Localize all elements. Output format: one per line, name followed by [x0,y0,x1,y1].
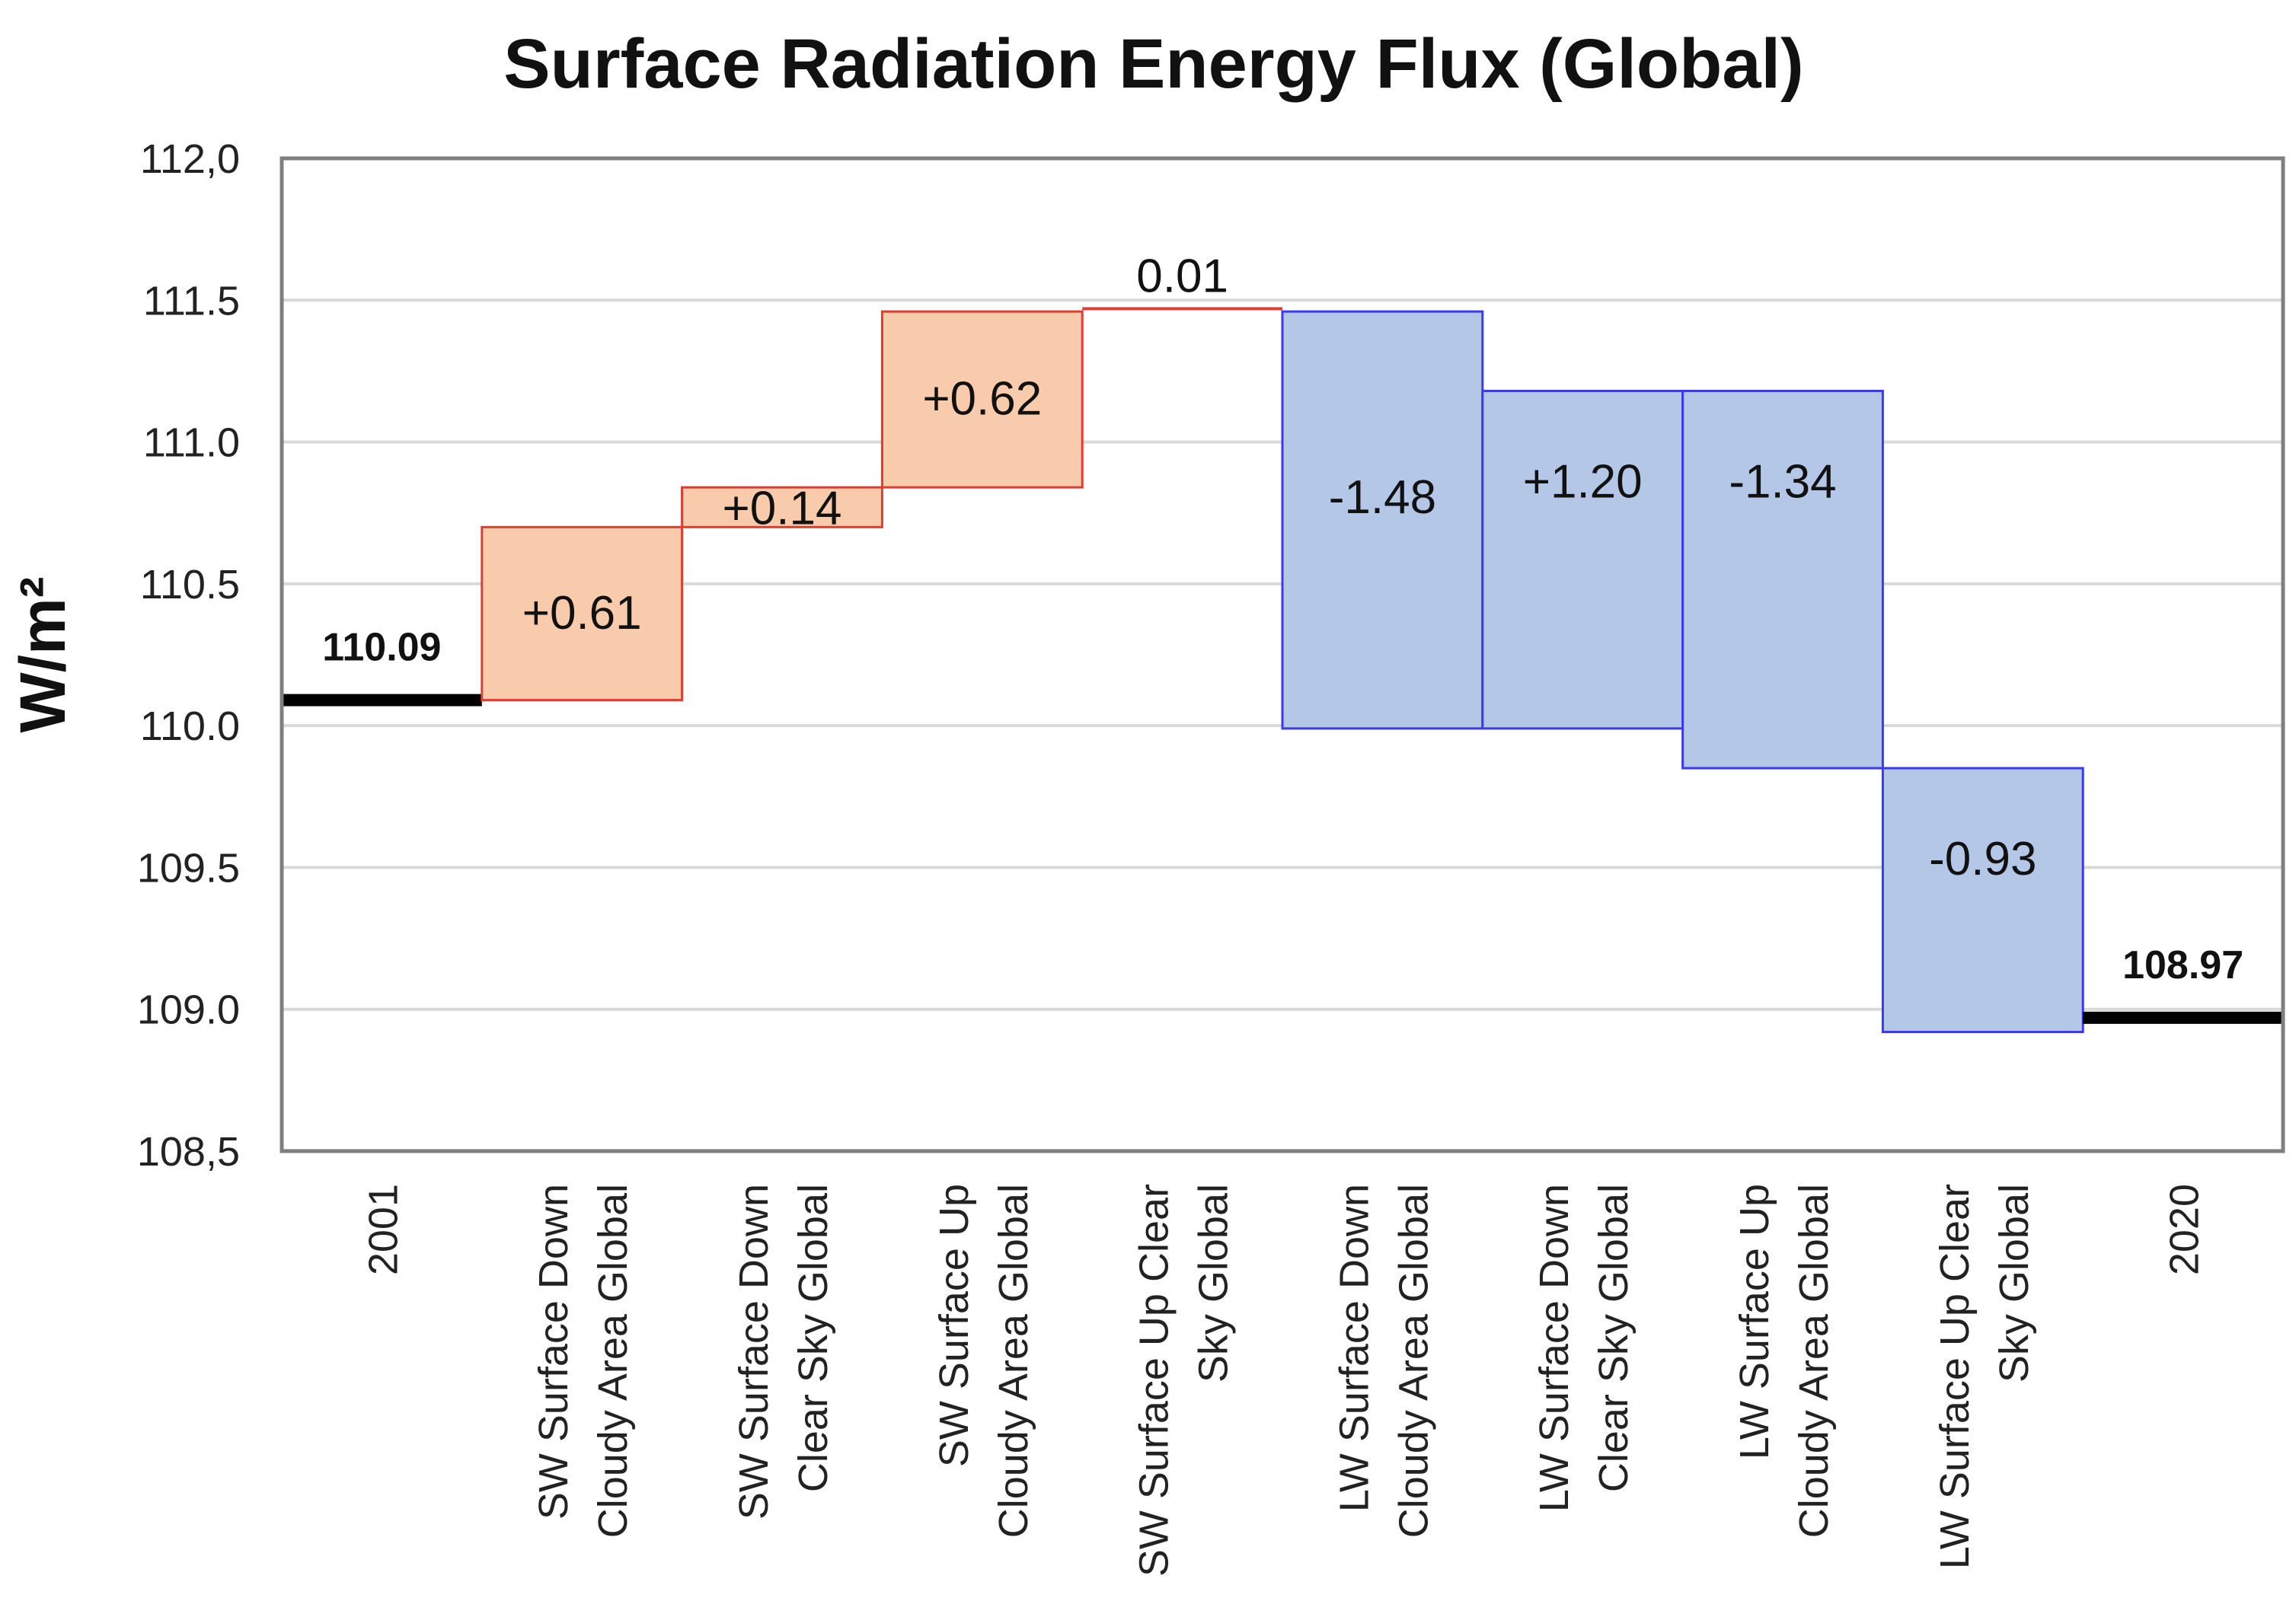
bar-value-label: 0.01 [1136,250,1228,302]
x-tick-label-line: LW Surface Up [1732,1184,1777,1459]
x-tick-label: 2020 [2162,1184,2208,1275]
y-tick-label: 108,5 [137,1129,240,1175]
x-axis-ticks: 2001 SW Surface Down Cloudy Area Global SW … [360,1184,2207,1577]
y-tick-label: 109.5 [137,845,240,891]
waterfall-bar [880,310,1084,489]
bar-value-label: +1.20 [1523,456,1643,509]
waterfall-bar [481,525,684,702]
x-tick-label-line: 2020 [2162,1184,2208,1275]
start-value-label: 110.09 [322,626,441,670]
data-labels: 110.09 +0.61 +0.14 +0.62 0.01 -1.48 +1.20 -1.34… [322,250,2243,987]
x-tick-label-line: Clear Sky Global [1591,1184,1637,1492]
bar-value-label: -1.34 [1729,456,1836,509]
y-tick-label: 111.0 [143,420,240,466]
x-tick-label-line: LW Surface Down [1531,1184,1577,1512]
x-tick-label-line: LW Surface Down [1331,1184,1377,1512]
y-axis-title: W/m² [7,576,78,732]
chart-title: Surface Radiation Energy Flux (Global) [503,25,1803,103]
x-tick-label-line: LW Surface Up Clear [1932,1184,1978,1569]
x-tick-label-line: Cloudy Area Global [1791,1184,1837,1538]
x-tick-label: SW Surface Up Clear Sky Global [1132,1184,1237,1577]
x-tick-label-line: Cloudy Area Global [590,1184,636,1538]
waterfall-bar [1881,767,2084,1034]
y-tick-label: 111.5 [143,278,240,324]
x-tick-label-line: Cloudy Area Global [1391,1184,1436,1538]
bar-value-label: -0.93 [1929,833,2036,885]
y-tick-label: 110.5 [140,562,240,608]
waterfall-bar [681,486,883,528]
x-tick-label: SW Surface Up Cloudy Area Global [931,1184,1036,1538]
plot-frame [279,156,2285,1153]
x-tick-label: LW Surface Down Cloudy Area Global [1331,1184,1436,1538]
y-tick-label: 112,0 [140,136,240,182]
bar-value-label: -1.48 [1329,471,1436,524]
x-tick-label-line: Sky Global [1191,1184,1237,1383]
x-tick-label-line: SW Surface Down [531,1184,576,1520]
x-tick-label: 2001 [360,1184,406,1275]
x-tick-label-line: SW Surface Up [931,1184,977,1467]
x-tick-label: SW Surface Down Clear Sky Global [731,1184,836,1520]
y-axis-ticks: 112,0 111.5 111.0 110.5 110.0 109.5 109.0 108,5 [137,136,240,1175]
waterfall-bar [1681,390,1884,770]
waterfall-bar [1481,390,1684,730]
x-tick-label-line: SW Surface Down [731,1184,777,1520]
x-tick-label: LW Surface Up Cloudy Area Global [1732,1184,1837,1538]
x-tick-label-line: Clear Sky Global [790,1184,836,1492]
x-tick-label: LW Surface Down Clear Sky Global [1531,1184,1637,1512]
x-tick-label: LW Surface Up Clear Sky Global [1932,1184,2037,1569]
x-tick-label-line: 2001 [360,1184,406,1275]
bar-value-label: +0.61 [522,587,642,639]
y-tick-label: 109.0 [137,987,240,1033]
bar-value-label: +0.14 [723,482,842,534]
end-value-label: 108.97 [2122,943,2243,987]
x-tick-label-line: Sky Global [1991,1184,2037,1383]
bar-value-label: +0.62 [922,373,1042,426]
x-tick-label-line: Cloudy Area Global [991,1184,1036,1538]
x-tick-label: SW Surface Down Cloudy Area Global [531,1184,636,1538]
bars [282,307,2283,1034]
y-tick-label: 110.0 [140,703,240,749]
x-tick-label-line: SW Surface Up Clear [1132,1184,1177,1577]
